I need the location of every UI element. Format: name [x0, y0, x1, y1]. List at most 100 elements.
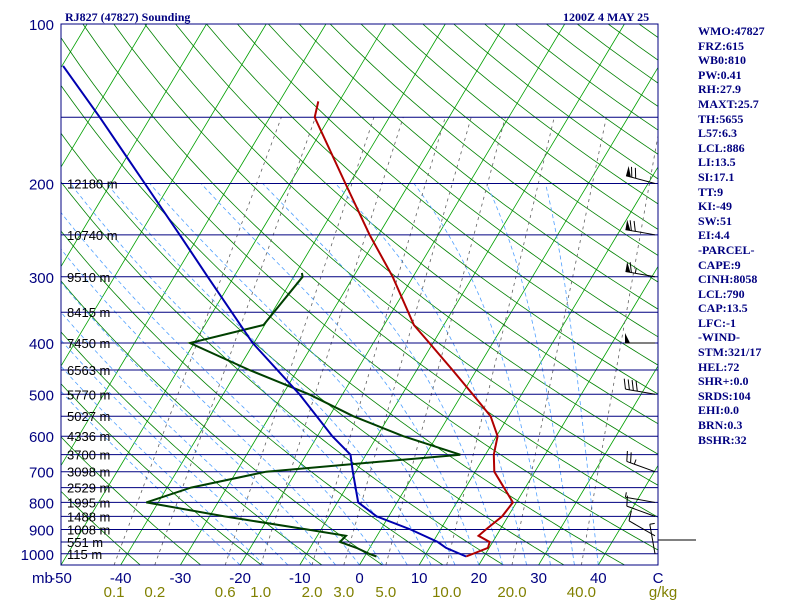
isotherm-line: [0, 24, 27, 565]
stat-entry: SI:17.1: [698, 169, 735, 184]
height-label: 8415 m: [67, 305, 110, 320]
dry-adiabat: [61, 230, 444, 565]
stat-entry: BRN:0.3: [698, 418, 743, 433]
mixing-ratio-label: 10.0: [432, 584, 461, 600]
isobar-lines: [61, 23, 658, 555]
pressure-tick-label: 300: [29, 270, 54, 287]
parcel-profile: [62, 65, 467, 558]
mixing-ratio-label: 40.0: [567, 584, 596, 600]
temperature-tick-label: C: [653, 570, 664, 587]
station-title: RJ827 (47827) Sounding: [65, 10, 191, 24]
sounding-profiles: [62, 65, 515, 558]
stat-entry: CINH:8058: [698, 272, 758, 287]
pressure-tick-label: 700: [29, 465, 54, 482]
wind-barb: [649, 522, 656, 554]
temperature-tick-label: -50: [50, 570, 72, 587]
wind-barb: [628, 510, 656, 537]
mixing-ratio-line: [311, 117, 446, 565]
isotherm-line: [61, 24, 327, 467]
stability-indices-panel: WMO:47827 FRZ:615 WB0:810 PW:0.41 RH:27.9 MAX…: [698, 24, 765, 447]
wind-barb: [625, 332, 655, 344]
mixing-ratio-line: [260, 117, 404, 565]
temperature-tick-label: -10: [289, 570, 311, 587]
pressure-tick-label: 400: [29, 336, 54, 353]
stat-entry: SRDS:104: [698, 388, 751, 403]
wind-barb: [625, 166, 656, 184]
dry-adiabat: [329, 24, 658, 283]
dry-adiabat: [61, 436, 202, 565]
moist-adiabat: [485, 183, 575, 565]
moist-adiabat: [106, 183, 432, 565]
dry-adiabat: [144, 24, 658, 455]
isotherm-line: [359, 66, 658, 565]
dry-adiabat: [61, 181, 504, 565]
dry-adiabat: [61, 383, 262, 565]
stat-entry: HEL:72: [698, 359, 740, 374]
isotherm-line: [418, 166, 658, 565]
temperature-profile: [313, 101, 515, 558]
mixing-ratio-line: [511, 117, 607, 565]
wind-barb: [625, 261, 656, 278]
height-label: 2529 m: [67, 481, 110, 496]
moist-adiabat: [61, 248, 360, 565]
pressure-tick-label: 1000: [21, 547, 54, 564]
stat-entry: EHI:0.0: [698, 403, 740, 418]
stat-entry: WB0:810: [698, 53, 746, 68]
stat-entry: STM:321/17: [698, 345, 762, 360]
dry-adiabat: [360, 24, 658, 256]
dry-adiabat: [298, 24, 658, 310]
pressure-tick-label: 100: [29, 17, 54, 34]
height-label: 5770 m: [67, 387, 110, 402]
isotherm-line: [120, 24, 446, 565]
temperature-tick-label: 10: [411, 570, 428, 587]
stat-entry: RH:27.9: [698, 82, 741, 97]
stat-entry: CAPE:9: [698, 257, 741, 272]
stat-entry: TT:9: [698, 184, 724, 199]
height-label: 1488 m: [67, 509, 110, 524]
height-label: 9510 m: [67, 270, 110, 285]
wind-barb: [624, 492, 656, 503]
temperature-tick-label: 20: [471, 570, 488, 587]
moist-adiabat: [413, 183, 551, 565]
moist-adiabat: [70, 183, 408, 565]
height-label: 12180 m: [67, 176, 118, 191]
isotherm-line: [61, 24, 267, 367]
dry-adiabat: [61, 280, 383, 565]
dry-adiabat: [175, 24, 658, 425]
stat-entry: -WIND-: [698, 330, 740, 345]
isotherm-line: [61, 24, 207, 268]
height-label: 4336 m: [67, 429, 110, 444]
pressure-tick-label: 800: [29, 495, 54, 512]
moist-adiabat: [61, 211, 384, 565]
dry-adiabat: [82, 24, 658, 518]
isotherm-line: [538, 365, 658, 565]
isotherm-line: [61, 24, 386, 565]
mixing-ratio-label: 0.6: [215, 584, 236, 600]
mixing-ratio-label: 5.0: [375, 584, 396, 600]
isotherm-line: [597, 464, 658, 565]
dry-adiabat: [237, 24, 658, 366]
plot-frame: [60, 23, 659, 566]
height-label: 5027 m: [67, 409, 110, 424]
stat-entry: LCL:886: [698, 140, 745, 155]
dry-adiabat: [61, 132, 565, 565]
wind-barbs: [623, 166, 696, 554]
moist-adiabat: [61, 311, 312, 565]
height-label: 551 m: [67, 535, 103, 550]
stat-entry: -PARCEL-: [698, 242, 755, 257]
dry-adiabat: [61, 490, 141, 565]
stat-entry: MAXT:25.7: [698, 96, 759, 111]
dry-adiabat: [113, 24, 658, 486]
height-label: 115 m: [67, 547, 102, 562]
mixing-ratio-line: [446, 117, 555, 565]
dry-adiabat: [577, 24, 658, 84]
pressure-tick-label: 900: [29, 523, 54, 540]
temperature-tick-label: -40: [110, 570, 132, 587]
isotherm-line: [478, 265, 658, 565]
temperature-tick-label: 0: [355, 570, 363, 587]
dry-adiabat: [206, 24, 658, 395]
stat-entry: PW:0.41: [698, 67, 742, 82]
height-label: 1008 m: [67, 523, 110, 538]
pressure-tick-label: 500: [29, 387, 54, 404]
